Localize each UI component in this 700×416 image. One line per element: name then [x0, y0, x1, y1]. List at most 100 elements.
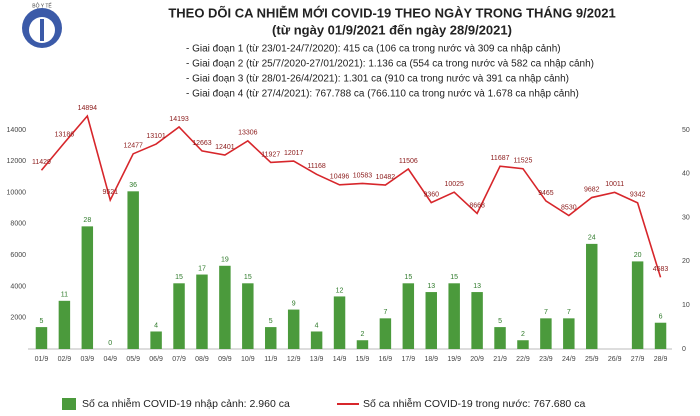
legend-label: Số ca nhiễm COVID-19 nhập cảnh: 2.960 ca — [82, 397, 290, 410]
x-tick-label: 25/9 — [585, 356, 599, 363]
line-label: 11168 — [307, 163, 326, 170]
y2-tick-label: 20 — [682, 258, 690, 265]
x-tick-label: 14/9 — [333, 356, 347, 363]
y-tick-label: 6000 — [10, 252, 26, 259]
bar-label: 4 — [154, 322, 158, 329]
bar-label: 4 — [315, 322, 319, 329]
x-tick-label: 24/9 — [562, 356, 576, 363]
bar — [425, 292, 437, 349]
bar-label: 28 — [83, 217, 91, 224]
bar — [35, 327, 48, 349]
x-tick-label: 19/9 — [447, 356, 461, 363]
bar-label: 9 — [292, 300, 296, 307]
bar-label: 36 — [129, 182, 137, 189]
line-label: 10025 — [444, 181, 464, 188]
bar-label: 7 — [544, 309, 548, 316]
bar-label: 7 — [383, 309, 387, 316]
y2-tick-label: 50 — [682, 127, 690, 134]
bar — [196, 274, 208, 349]
x-tick-label: 02/9 — [58, 356, 72, 363]
bar-label: 0 — [108, 340, 112, 347]
bar-label: 20 — [634, 252, 642, 259]
x-tick-label: 28/9 — [654, 356, 668, 363]
line-label: 11525 — [513, 158, 532, 165]
line-label: 11429 — [32, 159, 51, 166]
y-tick-label: 8000 — [10, 221, 26, 228]
bar-label: 5 — [269, 318, 273, 325]
bar — [540, 318, 552, 349]
x-tick-label: 26/9 — [608, 356, 622, 363]
annotation: - Giai đoạn 3 (từ 28/01-26/4/2021): 1.30… — [186, 74, 569, 85]
x-tick-label: 22/9 — [516, 356, 530, 363]
line-label: 10496 — [330, 174, 350, 181]
x-tick-label: 01/9 — [35, 356, 49, 363]
bar-label: 5 — [498, 318, 502, 325]
bar — [127, 191, 139, 349]
x-tick-label: 11/9 — [264, 356, 277, 363]
bar-label: 13 — [427, 283, 435, 290]
x-tick-label: 18/9 — [424, 356, 438, 363]
bar — [287, 309, 300, 349]
chart-title: THEO DÕI CA NHIỄM MỚI COVID-19 THEO NGÀY… — [168, 5, 615, 20]
x-tick-label: 13/9 — [310, 356, 324, 363]
x-tick-label: 06/9 — [149, 356, 163, 363]
bar — [242, 283, 254, 349]
annotation: - Giai đoạn 1 (từ 23/01-24/7/2020): 415 … — [186, 44, 561, 55]
x-tick-label: 04/9 — [103, 356, 117, 363]
y-tick-label: 12000 — [7, 158, 27, 165]
line-label: 12477 — [123, 143, 143, 150]
x-tick-label: 16/9 — [379, 356, 393, 363]
line-label: 14193 — [169, 116, 189, 123]
x-tick-label: 27/9 — [631, 356, 645, 363]
y-tick-label: 4000 — [10, 283, 26, 290]
line-label: 10482 — [376, 174, 396, 181]
x-tick-label: 05/9 — [126, 356, 140, 363]
bar-label: 11 — [61, 292, 68, 299]
x-tick-label: 03/9 — [81, 356, 95, 363]
x-tick-label: 20/9 — [470, 356, 484, 363]
line-label: 12401 — [215, 144, 235, 151]
bar-label: 17 — [198, 265, 206, 272]
bar — [448, 283, 460, 349]
annotation: - Giai đoạn 2 (từ 25/7/2020-27/01/2021):… — [186, 59, 594, 70]
y2-tick-label: 0 — [682, 346, 686, 353]
legend-swatch — [62, 398, 76, 410]
line-label: 9465 — [538, 190, 554, 197]
line — [40, 114, 662, 278]
line-label: 11687 — [491, 155, 510, 162]
bar — [654, 322, 667, 349]
line-label: 13306 — [238, 130, 258, 137]
line-label: 11927 — [261, 151, 280, 158]
bar-label: 7 — [567, 309, 571, 316]
x-tick-label: 08/9 — [195, 356, 209, 363]
line-label: 13101 — [146, 133, 166, 140]
y-tick-label: 2000 — [10, 315, 26, 322]
bar-label: 2 — [361, 331, 365, 338]
x-tick-label: 12/9 — [287, 356, 301, 363]
line-label: 9360 — [423, 191, 439, 198]
line-label: 4583 — [653, 266, 669, 273]
bar — [563, 318, 575, 349]
annotation: - Giai đoạn 4 (từ 27/4/2021): 767.788 ca… — [186, 89, 579, 100]
y2-tick-label: 30 — [682, 214, 690, 221]
line-label: 10583 — [353, 172, 373, 179]
line-label: 9521 — [102, 189, 118, 196]
y2-tick-label: 40 — [682, 171, 690, 178]
x-tick-label: 09/9 — [218, 356, 232, 363]
bar — [402, 283, 415, 349]
bar-label: 15 — [175, 274, 183, 281]
bar — [356, 340, 369, 349]
bar — [494, 327, 506, 349]
bar — [471, 292, 483, 349]
line-label: 11506 — [399, 158, 418, 165]
bar-label: 15 — [244, 274, 252, 281]
bar — [333, 296, 346, 349]
bar-label: 12 — [336, 287, 344, 294]
line-label: 9342 — [630, 192, 646, 199]
x-tick-label: 10/9 — [241, 356, 255, 363]
bar — [265, 327, 277, 349]
legend-label: Số ca nhiễm COVID-19 trong nước: 767.680… — [363, 397, 585, 410]
bar-label: 15 — [450, 274, 458, 281]
x-tick-label: 15/9 — [356, 356, 370, 363]
